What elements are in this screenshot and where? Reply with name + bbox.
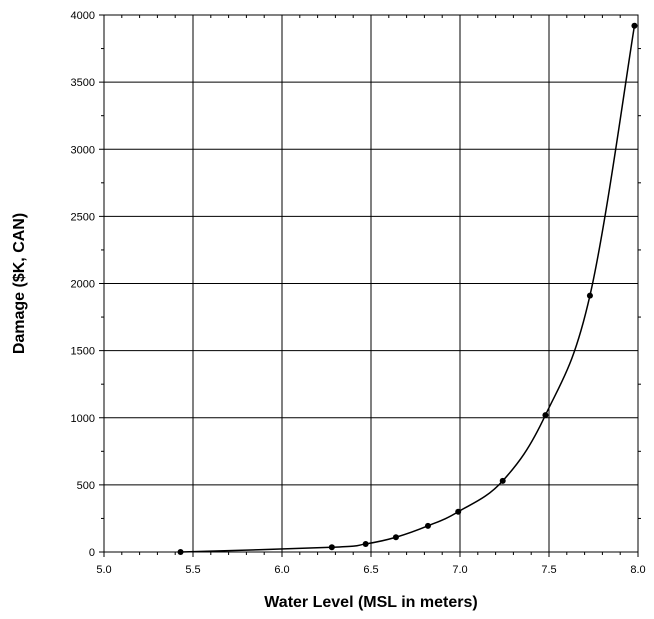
grid [104,15,638,552]
data-point [455,508,462,515]
ticks [99,14,641,557]
x-tick-label: 5.5 [185,564,200,576]
data-point [499,477,506,484]
y-tick-label: 1500 [71,346,95,358]
y-tick-label: 4000 [71,10,95,22]
y-tick-label: 2000 [71,279,95,291]
y-tick-label: 1000 [71,413,95,425]
x-tick-label: 8.0 [630,564,645,576]
data-point [328,544,335,551]
y-tick-label: 0 [89,547,95,559]
x-tick-labels: 5.0 5.5 6.0 6.5 7.0 7.5 8.0 [96,564,645,576]
data-point [542,412,549,419]
data-point [392,534,399,541]
points-layer [177,22,638,555]
series-line [180,25,636,553]
x-tick-label: 6.5 [363,564,378,576]
y-tick-label: 2500 [71,211,95,223]
x-tick-label: 7.0 [452,564,467,576]
y-tick-label: 3000 [71,144,95,156]
y-tick-label: 3500 [71,77,95,89]
y-tick-labels: 0 500 1000 1500 2000 2500 3000 3500 4000 [71,10,95,559]
y-tick-label: 500 [77,480,95,492]
curve-layer [180,25,636,553]
x-tick-label: 7.5 [541,564,556,576]
x-tick-label: 5.0 [96,564,111,576]
x-tick-label: 6.0 [274,564,289,576]
data-point [586,292,593,299]
data-point [424,522,431,529]
data-point [362,540,369,547]
y-axis-title: Damage ($K, CAN) [11,213,28,354]
x-axis-title: Water Level (MSL in meters) [264,594,477,611]
data-point [631,22,638,29]
